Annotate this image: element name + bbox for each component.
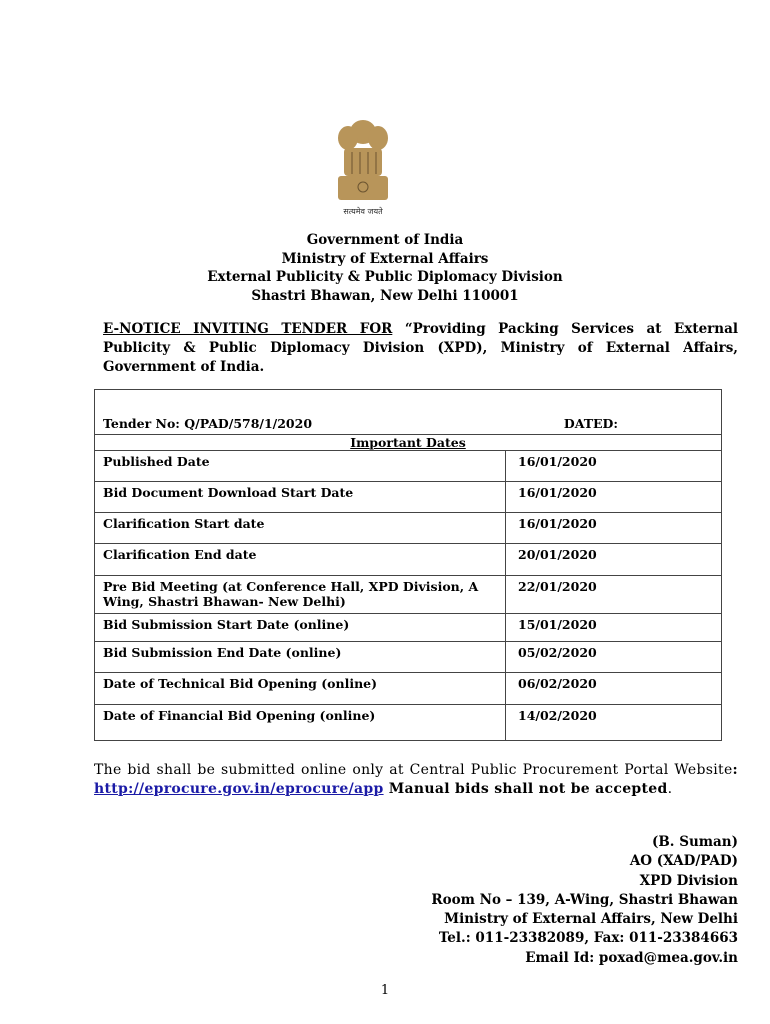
header-line: Ministry of External Affairs xyxy=(281,251,489,267)
signatory-division: XPD Division xyxy=(639,872,738,889)
event-label: Published Date xyxy=(94,450,506,482)
signatory-ministry: Ministry of External Affairs, New Delhi xyxy=(444,911,738,928)
table-row: Pre Bid Meeting (at Conference Hall, XPD… xyxy=(94,575,722,614)
tender-number: Tender No: Q/PAD/578/1/2020 xyxy=(103,416,313,431)
header-line: Government of India xyxy=(306,232,464,248)
header-line: Shastri Bhawan, New Delhi 110001 xyxy=(251,288,519,304)
event-date: 14/02/2020 xyxy=(505,704,722,741)
notice-prefix: E-NOTICE INVITING TENDER FOR xyxy=(103,321,393,337)
event-date: 16/01/2020 xyxy=(505,512,722,544)
signatory-designation: AO (XAD/PAD) xyxy=(629,853,738,870)
event-label: Clarification End date xyxy=(94,543,506,576)
event-label: Clarification Start date xyxy=(94,512,506,544)
notice-title: E-NOTICE INVITING TENDER FOR “Providing … xyxy=(103,320,738,377)
table-row: Bid Submission End Date (online) 05/02/20… xyxy=(94,641,722,673)
event-date: 16/01/2020 xyxy=(505,481,722,513)
table-row: Date of Financial Bid Opening (online) 14… xyxy=(94,704,722,741)
table-row: Clarification Start date 16/01/2020 xyxy=(94,512,722,544)
event-label: Bid Submission Start Date (online) xyxy=(94,613,506,642)
eprocure-link[interactable]: http://eprocure.gov.in/eprocure/app xyxy=(94,781,384,797)
page-number: 1 xyxy=(380,983,390,998)
event-date: 06/02/2020 xyxy=(505,672,722,705)
event-date: 15/01/2020 xyxy=(505,613,722,642)
signatory-phone: Tel.: 011-23382089, Fax: 011-23384663 xyxy=(438,930,738,947)
signature-block: (B. Suman) AO (XAD/PAD) XPD Division Roo… xyxy=(431,833,738,968)
event-label: Date of Financial Bid Opening (online) xyxy=(94,704,506,741)
event-date: 05/02/2020 xyxy=(505,641,722,673)
signatory-room: Room No – 139, A-Wing, Shastri Bhawan xyxy=(431,891,738,908)
event-label: Date of Technical Bid Opening (online) xyxy=(94,672,506,705)
table-row: Clarification End date 20/01/2020 xyxy=(94,543,722,576)
event-label: Pre Bid Meeting (at Conference Hall, XPD… xyxy=(94,575,506,614)
event-label: Bid Document Download Start Date xyxy=(94,481,506,513)
emblem-motto: सत्यमेव जयते xyxy=(343,206,383,216)
table-row: Bid Document Download Start Date 16/01/20… xyxy=(94,481,722,513)
table-row: Published Date 16/01/2020 xyxy=(94,450,722,482)
national-emblem-icon: सत्यमेव जयते xyxy=(338,120,388,216)
section-heading: Important Dates xyxy=(94,434,722,451)
signatory-name: (B. Suman) xyxy=(652,834,738,850)
event-date: 22/01/2020 xyxy=(505,575,722,614)
event-date: 16/01/2020 xyxy=(505,450,722,482)
table-row: Date of Technical Bid Opening (online) 06… xyxy=(94,672,722,705)
notice-text: “Providing Packing Services at External … xyxy=(103,321,738,375)
event-label: Bid Submission End Date (online) xyxy=(94,641,506,673)
table-row: Bid Submission Start Date (online) 15/01/… xyxy=(94,613,722,642)
submission-paragraph: The bid shall be submitted online only a… xyxy=(94,762,738,797)
important-dates-table: Tender No: Q/PAD/578/1/2020 DATED: Import… xyxy=(94,389,722,741)
header-line: External Publicity & Public Diplomacy Di… xyxy=(207,269,563,285)
event-date: 20/01/2020 xyxy=(505,543,722,576)
signatory-email: Email Id: poxad@mea.gov.in xyxy=(525,949,738,966)
dated-label: DATED: xyxy=(563,416,618,431)
tender-row: Tender No: Q/PAD/578/1/2020 DATED: xyxy=(94,389,722,435)
